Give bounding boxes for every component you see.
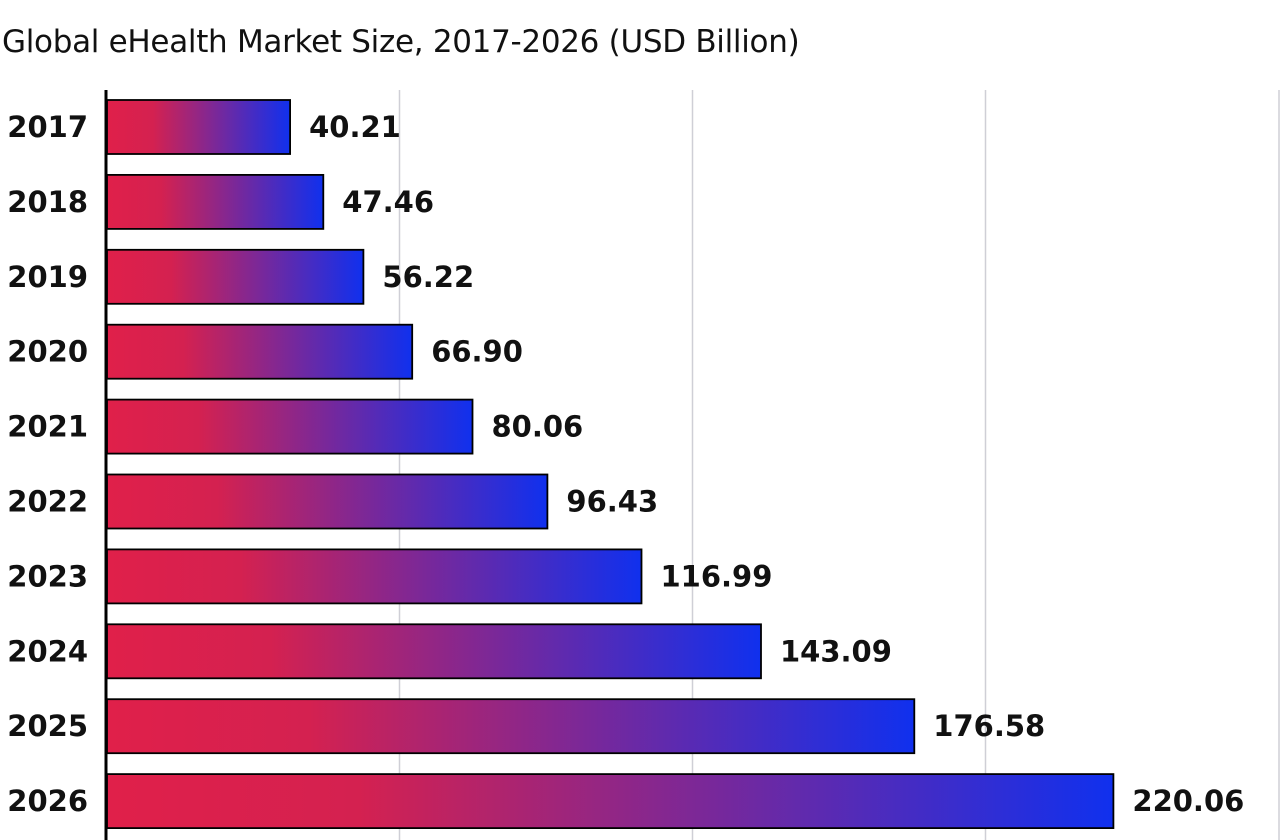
value-label: 116.99 — [661, 559, 773, 593]
category-label: 2025 — [7, 709, 88, 743]
bar-2025 — [106, 698, 916, 755]
category-label: 2017 — [7, 110, 88, 144]
value-label: 96.43 — [566, 485, 658, 519]
bar-2024 — [106, 623, 762, 680]
value-label: 220.06 — [1132, 784, 1244, 818]
category-label: 2023 — [7, 559, 88, 593]
bar-2022 — [106, 473, 549, 530]
value-label: 80.06 — [492, 410, 584, 444]
category-label: 2026 — [7, 784, 88, 818]
value-label: 56.22 — [382, 260, 474, 294]
category-label: 2021 — [7, 410, 88, 444]
category-label: 2020 — [7, 335, 88, 369]
value-label: 66.90 — [431, 335, 523, 369]
category-label: 2024 — [7, 634, 88, 668]
bars — [106, 99, 1115, 829]
bar-2026 — [106, 773, 1115, 829]
category-label: 2019 — [7, 260, 88, 294]
value-label: 47.46 — [342, 185, 434, 219]
bar-2021 — [106, 398, 474, 455]
bar-2019 — [106, 248, 365, 305]
labels: 2017 40.21 2018 47.46 2019 56.22 2020 66.90 2021… — [7, 110, 1244, 818]
bar-2017 — [106, 99, 292, 155]
bar-2023 — [106, 548, 643, 605]
bar-2018 — [106, 173, 325, 230]
chart-title: Global eHealth Market Size, 2017-2026 (U… — [2, 24, 800, 60]
value-label: 40.21 — [309, 110, 401, 144]
bar-2020 — [106, 323, 414, 380]
value-label: 143.09 — [780, 634, 892, 668]
category-label: 2018 — [7, 185, 88, 219]
value-label: 176.58 — [933, 709, 1045, 743]
category-label: 2022 — [7, 485, 88, 519]
